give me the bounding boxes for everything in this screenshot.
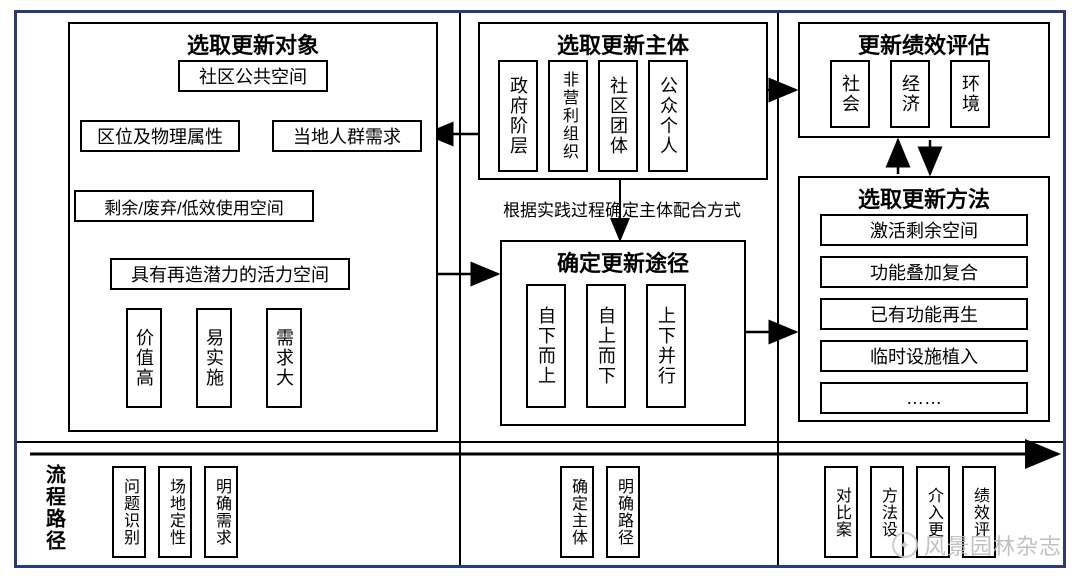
- node-leftover-space: 剩余/废弃/低效使用空间: [74, 190, 314, 222]
- panel-c-title: 确定更新途径: [500, 246, 746, 278]
- flow-l2-text: 场地定性: [163, 478, 187, 546]
- subject-community: 社区团体: [598, 60, 638, 172]
- subject-public: 公众个人: [648, 60, 688, 172]
- panel-a-title: 选取更新对象: [68, 28, 438, 60]
- subject-gov: 政府阶层: [498, 60, 538, 172]
- watermark-text: 风景园林杂志: [924, 529, 1062, 561]
- approach-both-text: 上下并行: [653, 306, 679, 386]
- flow-label-text: 流程路径: [40, 464, 69, 552]
- flow-m1: 确定主体: [560, 466, 594, 558]
- panel-b-caption: 根据实践过程确定主体配合方式: [474, 196, 770, 221]
- method-2: 功能叠加复合: [820, 256, 1028, 288]
- method-4: 临时设施植入: [820, 340, 1028, 372]
- leaf-value-text: 价值高: [131, 328, 157, 388]
- leaf-need-text: 需求大: [271, 328, 297, 388]
- approach-both: 上下并行: [646, 284, 686, 408]
- wechat-icon: ✦: [892, 532, 918, 558]
- panel-e-title: 选取更新方法: [798, 182, 1050, 214]
- node-attr: 区位及物理属性: [80, 120, 240, 152]
- flow-label: 流程路径: [34, 460, 74, 556]
- method-3: 已有功能再生: [820, 298, 1028, 330]
- subject-community-text: 社区团体: [605, 76, 631, 156]
- eval-econ-text: 经济: [897, 74, 923, 114]
- eval-econ: 经济: [890, 60, 930, 128]
- flow-m1-text: 确定主体: [565, 478, 589, 546]
- flow-m2: 明确路径: [606, 466, 640, 558]
- method-more: ……: [820, 382, 1028, 414]
- approach-topdown: 自上而下: [586, 284, 626, 408]
- subject-gov-text: 政府阶层: [505, 76, 531, 156]
- panel-b-title: 选取更新主体: [478, 28, 768, 60]
- method-1: 激活剩余空间: [820, 214, 1028, 246]
- node-vital-space: 具有再造潜力的活力空间: [110, 258, 350, 290]
- leaf-need: 需求大: [266, 308, 302, 408]
- leaf-easy: 易实施: [196, 308, 232, 408]
- flow-r1-text: 对比案: [829, 487, 853, 538]
- flow-l1: 问题识别: [112, 466, 146, 558]
- eval-social-text: 社会: [837, 74, 863, 114]
- eval-env: 环境: [950, 60, 990, 128]
- node-demand: 当地人群需求: [272, 120, 422, 152]
- node-root: 社区公共空间: [178, 60, 328, 92]
- eval-env-text: 环境: [957, 74, 983, 114]
- flow-l2: 场地定性: [158, 466, 192, 558]
- flow-l3-text: 明确需求: [209, 478, 233, 546]
- approach-topdown-text: 自上而下: [593, 306, 619, 386]
- watermark: ✦ 风景园林杂志: [892, 529, 1062, 561]
- subject-public-text: 公众个人: [655, 76, 681, 156]
- panel-d-title: 更新绩效评估: [798, 28, 1050, 60]
- subject-npo-text: 非营利组织: [556, 71, 580, 161]
- flow-l3: 明确需求: [204, 466, 238, 558]
- approach-bottomup-text: 自下而上: [533, 306, 559, 386]
- flow-l1-text: 问题识别: [117, 478, 141, 546]
- approach-bottomup: 自下而上: [526, 284, 566, 408]
- flow-r1: 对比案: [824, 466, 858, 558]
- leaf-value: 价值高: [126, 308, 162, 408]
- subject-npo: 非营利组织: [548, 60, 588, 172]
- flow-m2-text: 明确路径: [611, 478, 635, 546]
- eval-social: 社会: [830, 60, 870, 128]
- leaf-easy-text: 易实施: [201, 328, 227, 388]
